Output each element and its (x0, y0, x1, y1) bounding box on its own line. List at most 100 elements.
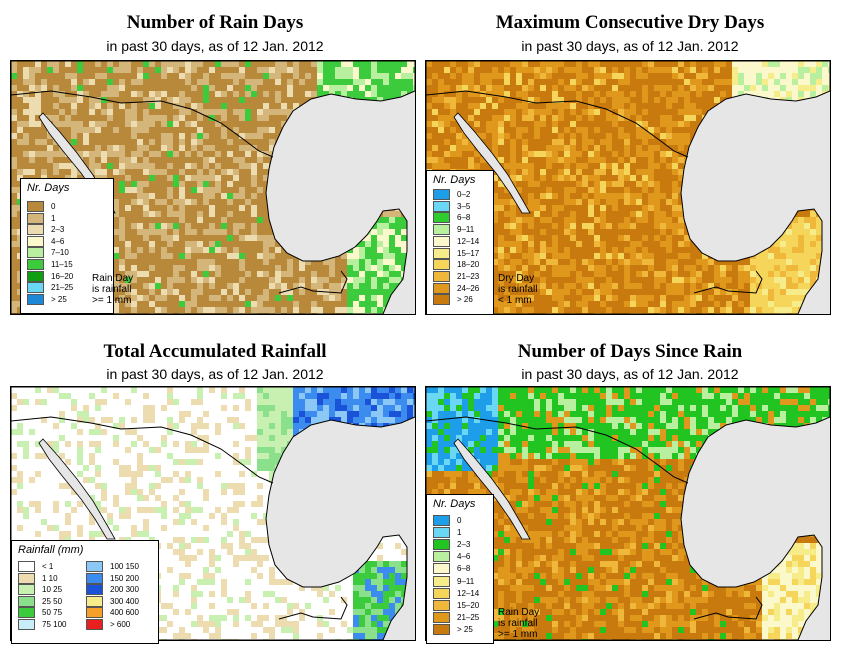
legend-label: 9–11 (457, 225, 475, 235)
legend-label: 100 150 (110, 562, 139, 571)
panel-title: Total Accumulated Rainfall (103, 341, 327, 362)
note-line-1: Rain Day (498, 607, 540, 618)
legend-label: 4–6 (51, 236, 65, 246)
legend-label: 1 (51, 213, 56, 223)
legend-label: 12–14 (457, 236, 480, 246)
legend-swatch (433, 224, 450, 236)
panel-title: Number of Rain Days (126, 12, 304, 33)
panel-subtitle: in past 30 days, as of 12 Jan. 2012 (521, 366, 739, 382)
legend-label: 3–5 (457, 201, 471, 211)
legend-swatch (433, 575, 450, 587)
legend-label: 0 (51, 202, 56, 211)
legend-swatch (27, 212, 44, 224)
guatemala-border (693, 270, 763, 294)
legend-label: 11–15 (51, 260, 73, 269)
coastline (11, 387, 415, 640)
legend-swatch (18, 584, 35, 596)
legend-swatch (433, 611, 450, 623)
legend-swatch (27, 259, 44, 270)
legend-label: 21–25 (457, 612, 480, 622)
legend-label: > 25 (457, 624, 473, 634)
legend-title: Nr. Days (27, 182, 70, 194)
guatemala-border (278, 270, 348, 294)
note-line-2: is rainfall (498, 284, 538, 295)
legend-label: > 25 (51, 294, 67, 304)
legend-label: 2–3 (51, 225, 65, 235)
legend: Nr. Days 0 1 2–3 4–6 7–10 11–15 16–20 21–25 > 25 (20, 178, 114, 314)
legend-swatch (433, 551, 450, 563)
legend-swatch (86, 572, 103, 584)
legend-label: 4–6 (457, 552, 471, 562)
legend-label: 0–2 (457, 190, 471, 199)
legend-swatch (86, 584, 103, 596)
legend-label: 300 400 (110, 596, 139, 606)
panel-subtitle: in past 30 days, as of 12 Jan. 2012 (106, 38, 324, 54)
legend-swatch (433, 212, 450, 224)
legend-label: 25 50 (42, 596, 63, 606)
legend-label: 50 75 (42, 608, 63, 618)
legend-label: < 1 (42, 562, 54, 571)
legend-label: > 600 (110, 620, 131, 629)
legend-swatch (18, 607, 35, 619)
legend-label: 12–14 (457, 588, 480, 598)
legend-swatch (433, 563, 450, 575)
coastline (426, 387, 830, 640)
legend-label: 24–26 (457, 283, 480, 293)
legend-swatch (433, 527, 450, 539)
legend-swatch (433, 282, 450, 294)
legend: Nr. Days 0–2 3–5 6–8 9–11 12–14 15–17 18–20 21–… (426, 170, 494, 315)
legend-label: 15–17 (457, 248, 480, 258)
legend-swatch (86, 595, 103, 607)
legend-label: 6–8 (457, 213, 471, 223)
legend-swatch (86, 561, 103, 572)
legend-swatch (18, 572, 35, 584)
legend-swatch (433, 623, 450, 635)
note-line-1: Rain Day (92, 273, 134, 284)
legend-label: 75 100 (42, 620, 67, 629)
legend-swatch (433, 294, 450, 306)
gulf-of-california (453, 438, 531, 540)
legend-swatch (86, 619, 103, 630)
legend-title: Nr. Days (433, 498, 476, 510)
legend-swatch (433, 270, 450, 282)
legend-label: 16–20 (51, 271, 74, 281)
legend-label: 1 (457, 528, 462, 538)
legend-swatch (433, 200, 450, 212)
legend-swatch (86, 607, 103, 619)
legend-swatch (433, 189, 450, 200)
note-line-3: < 1 mm (498, 295, 532, 306)
legend-note: Rain Day is rainfall >= 1 mm (92, 273, 133, 306)
legend-label: 21–23 (457, 271, 480, 281)
guatemala-border (693, 596, 763, 620)
panel-subtitle: in past 30 days, as of 12 Jan. 2012 (521, 38, 739, 54)
note-line-3: >= 1 mm (498, 629, 538, 640)
coastline (11, 61, 415, 314)
panel-total-rainfall: Total Accumulated Rainfall in past 30 da… (10, 330, 420, 650)
panel-days-since-rain: Number of Days Since Rain in past 30 day… (425, 330, 835, 650)
legend-label: > 26 (457, 295, 473, 305)
legend-note: Rain Day is rainfall >= 1 mm (498, 607, 539, 640)
legend-swatch (27, 235, 44, 247)
legend-label: 200 300 (110, 585, 139, 595)
note-line-3: >= 1 mm (92, 295, 132, 306)
legend-title: Nr. Days (433, 174, 476, 186)
legend-swatch (18, 619, 35, 630)
legend-swatch (433, 235, 450, 247)
legend-label: 6–8 (457, 564, 471, 574)
note-line-2: is rainfall (498, 618, 538, 629)
legend-label: 9–11 (457, 576, 475, 586)
legend: Rainfall (mm) < 1 1 10 10 25 25 50 50 75 75 1… (11, 540, 159, 644)
legend-swatch (433, 587, 450, 599)
legend-label: 400 600 (110, 608, 139, 618)
legend-label: 21–25 (51, 283, 74, 293)
legend-swatch (27, 293, 44, 305)
note-line-1: Dry Day (498, 273, 535, 284)
legend-swatch (27, 247, 44, 259)
legend-label: 0 (457, 516, 462, 525)
coastline (426, 61, 830, 314)
us-border (11, 416, 274, 484)
legend-label: 1 10 (42, 573, 58, 583)
legend-label: 7–10 (51, 248, 69, 258)
legend-swatch (18, 561, 35, 572)
legend-label: 150 200 (110, 573, 139, 583)
